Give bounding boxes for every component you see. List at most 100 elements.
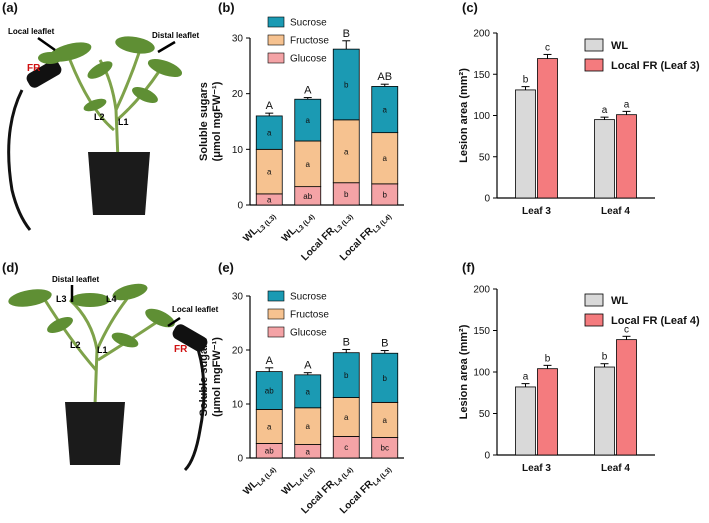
panel-label: (e) xyxy=(218,260,234,275)
legend-label: Fructose xyxy=(290,310,329,321)
legend-swatch xyxy=(267,326,285,338)
significance-letter: a xyxy=(267,195,272,204)
significance-letter: a xyxy=(306,160,311,169)
x-tick-label: WLL3 (L3) xyxy=(241,209,277,245)
significance-letter: a xyxy=(306,422,311,431)
plant-photo-d xyxy=(8,283,208,472)
photo-label: Distal leaflet xyxy=(52,275,99,284)
y-tick-label: 150 xyxy=(473,326,490,337)
x-tick-label: Leaf 4 xyxy=(601,463,630,474)
significance-letter: a xyxy=(383,416,388,425)
y-axis-label: Lesion area (mm²) xyxy=(458,68,470,163)
significance-letter: c xyxy=(624,324,629,335)
leaves xyxy=(8,283,175,348)
photo-label: Local leaflet xyxy=(8,27,55,36)
leaves xyxy=(38,36,183,112)
panel-label: (a) xyxy=(2,0,18,15)
photo-label: L1 xyxy=(118,117,129,127)
bar-segment xyxy=(332,48,360,121)
x-tick-label: Leaf 4 xyxy=(601,206,630,217)
total-letter: B xyxy=(381,338,388,350)
bar-segment xyxy=(371,401,399,438)
photo-label: Local leaflet xyxy=(172,305,219,314)
legend-swatch xyxy=(584,38,604,52)
category-subscript: L3 (L4) xyxy=(295,214,316,235)
photo-label: L2 xyxy=(70,340,81,350)
legend-label: Sucrose xyxy=(290,18,327,29)
legend-swatch xyxy=(267,34,285,46)
significance-letter: ab xyxy=(303,192,312,201)
bar-segment xyxy=(255,371,283,410)
legend-label: Fructose xyxy=(290,36,329,47)
panel-label: (b) xyxy=(218,0,235,15)
y-tick-label: 10 xyxy=(232,145,244,156)
x-tick-label: Leaf 3 xyxy=(522,463,551,474)
bar xyxy=(616,339,637,456)
significance-letter: b xyxy=(383,374,388,383)
y-axis-label: Soluble sugars xyxy=(198,82,210,161)
y-tick-label: 100 xyxy=(473,111,490,122)
category-name: Local FR xyxy=(338,225,376,263)
category-subscript: L4 (L4) xyxy=(334,467,355,488)
significance-letter: a xyxy=(306,447,311,456)
bar xyxy=(515,89,536,199)
significance-letter: a xyxy=(383,106,388,115)
bar-segment xyxy=(371,132,399,185)
photo-label: Distal leaflet xyxy=(152,31,199,40)
arrow xyxy=(157,40,176,54)
total-letter: A xyxy=(304,85,312,97)
bar-segment xyxy=(255,408,283,444)
category-subscript: L4 (L3) xyxy=(372,467,393,488)
legend-label: Local FR (Leaf 3) xyxy=(611,60,700,72)
legend-label: Glucose xyxy=(290,54,327,65)
significance-letter: c xyxy=(545,42,550,53)
bar-segment xyxy=(294,140,322,188)
y-axis-label: (μmol mgFW⁻¹) xyxy=(211,81,223,161)
photo-label: L3 xyxy=(56,294,67,304)
legend-swatch xyxy=(584,313,604,327)
arrow xyxy=(37,36,56,52)
stem xyxy=(68,49,162,161)
arrow xyxy=(167,316,181,328)
bar xyxy=(537,58,558,199)
photo-label: L2 xyxy=(94,112,105,122)
y-tick-label: 20 xyxy=(232,346,244,357)
bar-segment xyxy=(332,119,360,184)
category-subscript: L3 (L4) xyxy=(372,214,393,235)
y-tick-label: 0 xyxy=(237,454,243,465)
pot xyxy=(88,152,150,215)
x-tick-label: Leaf 3 xyxy=(522,206,551,217)
stem xyxy=(43,294,161,406)
bar-segment xyxy=(294,374,322,409)
y-axis-label: Soluble sugars xyxy=(198,338,210,417)
significance-letter: b xyxy=(344,190,349,199)
significance-letter: a xyxy=(306,387,311,396)
y-axis-label: (μmol mgFW⁻¹) xyxy=(211,337,223,417)
y-tick-label: 0 xyxy=(484,194,490,205)
y-tick-label: 200 xyxy=(473,29,490,40)
legend-label: Sucrose xyxy=(290,292,327,303)
significance-letter: ab xyxy=(265,387,274,396)
significance-letter: ab xyxy=(265,447,274,456)
legend-swatch xyxy=(267,308,285,320)
category-subscript: L4 (L4) xyxy=(257,467,278,488)
legend-swatch xyxy=(584,293,604,307)
category-name: Local FR xyxy=(299,225,337,263)
total-letter: A xyxy=(304,360,312,372)
y-tick-label: 100 xyxy=(473,368,490,379)
significance-letter: a xyxy=(624,99,630,110)
significance-letter: c xyxy=(344,443,348,452)
panel-label: (f) xyxy=(462,260,475,275)
y-tick-label: 50 xyxy=(479,152,491,163)
y-tick-label: 50 xyxy=(479,409,491,420)
bar-segment xyxy=(371,352,399,403)
legend-label: Local FR (Leaf 4) xyxy=(611,315,700,327)
cable xyxy=(7,89,32,231)
y-tick-label: 30 xyxy=(232,34,244,45)
significance-letter: b xyxy=(523,75,529,86)
significance-letter: a xyxy=(344,147,349,156)
fr-device xyxy=(26,60,62,88)
y-tick-label: 10 xyxy=(232,400,244,411)
x-tick-label: WLL4 (L4) xyxy=(241,462,277,498)
